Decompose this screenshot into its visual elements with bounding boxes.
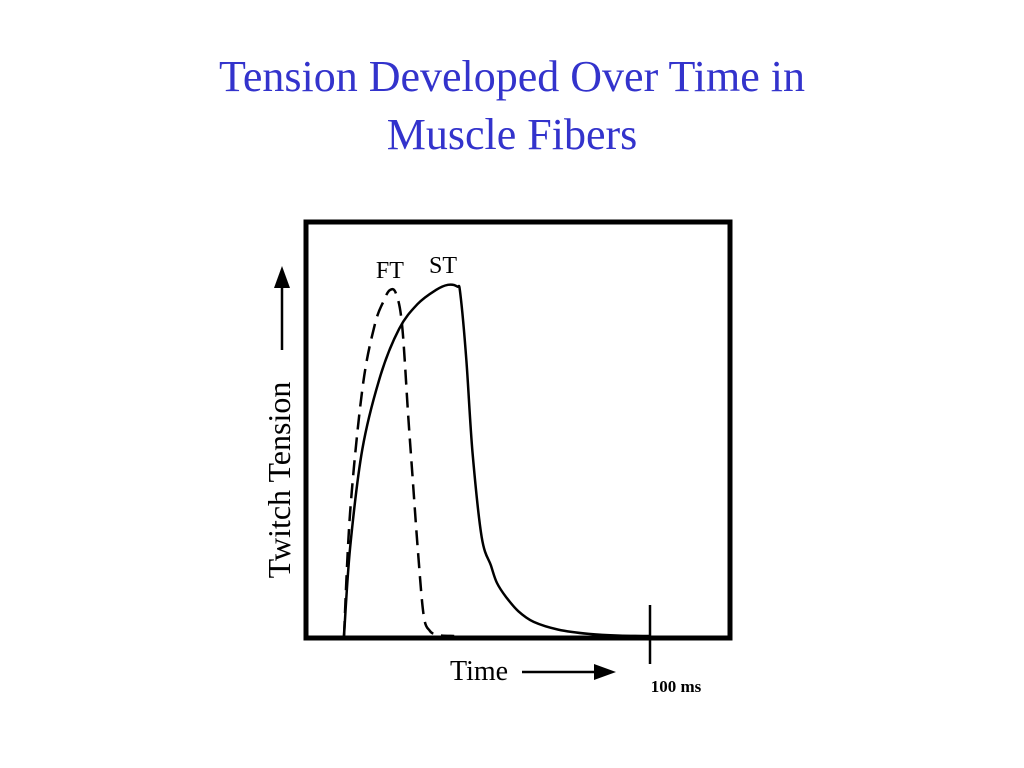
series-line-st bbox=[342, 283, 651, 638]
series-line-ft bbox=[342, 287, 455, 638]
series-label-st: ST bbox=[429, 253, 457, 279]
slide-title-line1: Tension Developed Over Time in bbox=[219, 52, 805, 101]
y-axis-label: Twitch Tension bbox=[261, 382, 297, 579]
x-axis-label: Time bbox=[450, 656, 508, 687]
slide-title: Tension Developed Over Time in Muscle Fi… bbox=[0, 48, 1024, 164]
x-marker-label: 100 ms bbox=[651, 677, 702, 696]
plot-frame bbox=[303, 219, 733, 641]
y-axis-arrow bbox=[274, 266, 290, 350]
series-label-ft: FT bbox=[376, 258, 404, 284]
slide-title-line2: Muscle Fibers bbox=[386, 110, 638, 159]
x-axis-arrow bbox=[522, 664, 616, 680]
